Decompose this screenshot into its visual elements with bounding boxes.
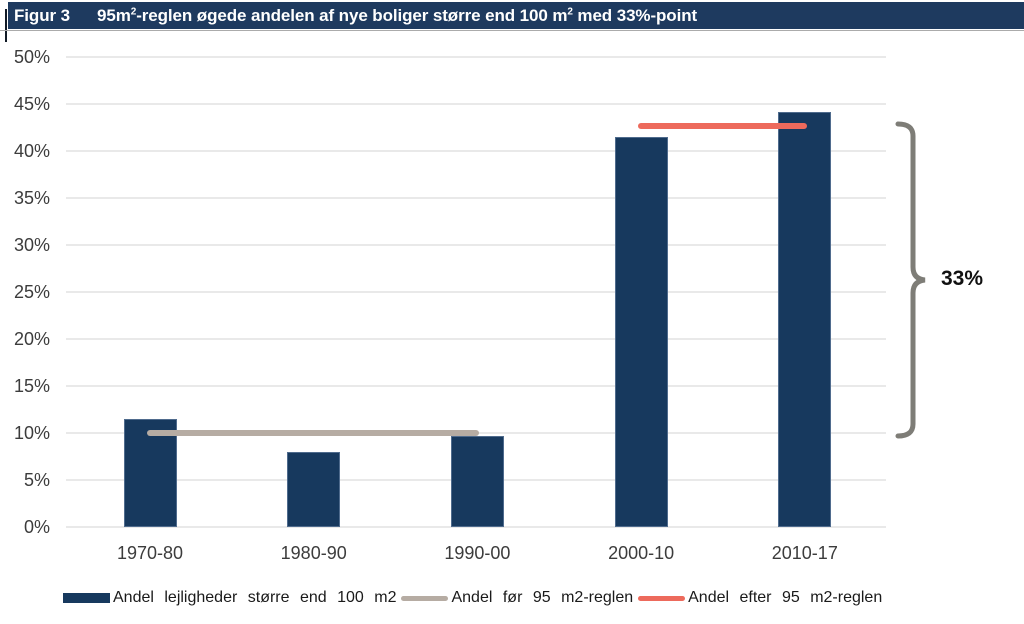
legend-label: Andel lejligheder større end 100 m2	[113, 589, 397, 606]
y-axis-tick-label: 35%	[13, 188, 50, 208]
legend-item-line-after: Andel efter 95 m2-reglen	[633, 589, 882, 607]
ref-line-before-rule	[147, 430, 480, 436]
legend-item-line-before: Andel før 95 m2-reglen	[396, 589, 633, 607]
chart-legend: Andel lejligheder større end 100 m2 Ande…	[63, 588, 882, 608]
gridline	[66, 150, 886, 152]
x-axis-tick-label: 2000-10	[608, 543, 675, 563]
gridline	[66, 56, 886, 58]
bar-swatch-icon	[63, 593, 110, 603]
gridline	[66, 385, 886, 387]
y-axis-tick-label: 5%	[23, 470, 50, 490]
x-axis-tick-label: 2010-17	[771, 543, 838, 563]
y-axis-tick-label: 10%	[13, 423, 50, 443]
superscript-2: 2	[130, 5, 137, 17]
y-axis-tick-label: 45%	[13, 94, 50, 114]
figure-title: 95m2-reglen øgede andelen af nye boliger…	[97, 6, 697, 26]
y-axis-tick-label: 25%	[13, 282, 50, 302]
header-accent-line	[5, 9, 7, 42]
y-axis-tick-label: 15%	[13, 376, 50, 396]
annotation-33pct-label: 33%	[941, 267, 984, 290]
legend-label: Andel før 95 m2-reglen	[451, 589, 634, 606]
header-divider	[0, 30, 1024, 31]
gray-line-swatch-icon	[401, 595, 449, 601]
bar-2000-10	[614, 137, 668, 527]
y-axis-tick-label: 50%	[13, 47, 50, 67]
gridline	[66, 197, 886, 199]
bar-1990-00	[450, 436, 504, 527]
legend-item-bar-series: Andel lejligheder større end 100 m2	[63, 589, 396, 607]
figure-title-text: -reglen øgede andelen af nye boliger stø…	[136, 5, 568, 25]
red-line-swatch-icon	[638, 595, 686, 601]
ref-line-after-rule	[638, 122, 807, 129]
gridline	[66, 338, 886, 340]
bar-2010-17	[778, 112, 832, 527]
y-axis-tick-label: 30%	[13, 235, 50, 255]
bar-1970-80	[123, 419, 177, 527]
bar-1980-90	[287, 452, 341, 527]
x-axis-tick-label: 1970-80	[116, 543, 184, 563]
gridline	[66, 291, 886, 293]
x-axis-tick-label: 1990-00	[444, 543, 511, 563]
gridline	[66, 103, 886, 105]
figure-title-text: 95m	[96, 5, 131, 25]
x-axis-tick-label: 1980-90	[280, 543, 347, 563]
gridline	[66, 526, 886, 528]
legend-label: Andel efter 95 m2-reglen	[688, 589, 883, 606]
superscript-2: 2	[567, 5, 573, 17]
figure-label: Figur 3	[14, 5, 70, 25]
y-axis-tick-label: 0%	[23, 517, 50, 537]
y-axis-tick-label: 40%	[13, 141, 50, 161]
figure-title-text: med 33%-point	[572, 5, 698, 25]
figure-title-bar: Figur 3 95m2-reglen øgede andelen af nye…	[8, 2, 1024, 29]
gridline	[66, 244, 886, 246]
y-axis-tick-label: 20%	[13, 329, 50, 349]
brace-annotation	[895, 121, 926, 439]
